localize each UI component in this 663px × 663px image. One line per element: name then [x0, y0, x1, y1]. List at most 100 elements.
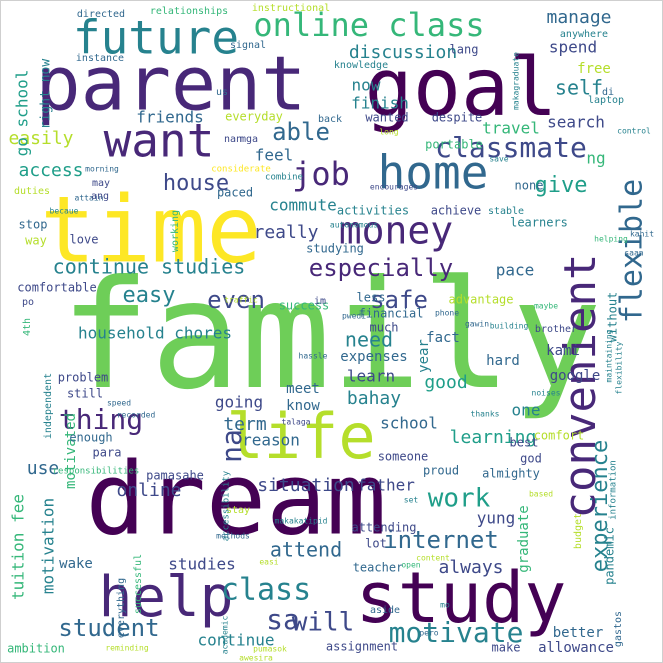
word-relationships: relationships — [150, 6, 228, 17]
word-class: class — [221, 573, 311, 608]
word-spend: spend — [549, 38, 597, 57]
word-based: based — [529, 490, 553, 499]
word-self: self — [555, 76, 603, 100]
word-someone: someone — [378, 450, 429, 464]
word-internet: internet — [383, 526, 499, 554]
word-stable: stable — [488, 206, 524, 217]
word-saan: saan — [624, 249, 643, 258]
word-graduate: graduate — [516, 505, 532, 572]
word-methods: methods — [216, 532, 250, 541]
word-even: even — [207, 286, 265, 314]
word-stay: stay — [226, 505, 250, 516]
word-free: free — [577, 61, 611, 77]
word-now: now — [352, 76, 381, 95]
word-bahay: bahay — [347, 388, 401, 409]
word-long: long — [379, 128, 398, 137]
word-studying: studying — [306, 242, 364, 256]
word-pwedi: pwedi — [342, 312, 366, 321]
word-google: google — [550, 368, 601, 384]
word-wanted: wanted — [365, 111, 408, 125]
word-despite: despite — [432, 111, 483, 125]
word-know: know — [286, 398, 320, 414]
word-morning: morning — [85, 165, 119, 174]
word-good: good — [424, 372, 467, 393]
word-nan: nan — [224, 134, 242, 145]
word-none: none — [515, 179, 544, 193]
word-speed: speed — [107, 399, 131, 408]
word-term: term — [223, 414, 266, 435]
word-safe: safe — [370, 286, 428, 314]
word-easi: easi — [259, 558, 278, 567]
word-expenses: expenses — [340, 349, 407, 365]
word-autonomous: autonomous — [330, 221, 378, 230]
word-thing: thing — [59, 403, 143, 436]
word-gastos: gastos — [613, 611, 624, 647]
word-academic: academic — [221, 616, 230, 655]
word-advantage: advantage — [448, 293, 513, 307]
word-laptop: laptop — [588, 95, 624, 106]
word-makakatipid: makakatipid — [275, 517, 328, 526]
word-pace: pace — [496, 261, 535, 280]
word-pero: pero — [419, 629, 438, 638]
word-school: school — [380, 414, 438, 433]
word-considerate: considerate — [211, 165, 271, 175]
word-portable: portable — [425, 138, 483, 152]
word-home: home — [378, 146, 489, 200]
word-flexible: flexible — [615, 179, 650, 324]
word-anywhere: anywhere — [560, 29, 608, 40]
word-information: information — [609, 460, 619, 520]
word-access: access — [18, 160, 83, 181]
word-becaue: becaue — [50, 207, 79, 216]
word-budget: budget — [573, 513, 584, 549]
word-us: us — [216, 87, 228, 98]
word-financial: financial — [358, 307, 423, 321]
word-want: want — [104, 114, 215, 168]
word-attain: attain — [75, 194, 104, 203]
word-motivated: motivated — [63, 413, 79, 489]
word-im: im — [314, 296, 326, 307]
word-continue: continue — [197, 631, 274, 650]
word-household-chores: household chores — [78, 324, 232, 343]
word-manage: manage — [546, 7, 611, 28]
word-learners: learners — [510, 216, 568, 230]
word-knowledge: knowledge — [334, 60, 388, 71]
word-instructional: instructional — [252, 3, 330, 14]
word-tuition-fee: tuition fee — [9, 494, 28, 600]
word-pumasok: pumasok — [253, 645, 287, 654]
word-use: use — [27, 458, 60, 479]
word-ng: ng — [586, 149, 605, 168]
word-flexibility: flexibility — [615, 341, 624, 394]
word-kahit: kahit — [630, 230, 654, 239]
word-really: really — [253, 222, 318, 243]
word-online: online — [116, 480, 181, 501]
word-almighty: almighty — [482, 467, 540, 481]
word-talaga: talaga — [282, 418, 311, 427]
word-time: time — [40, 176, 262, 283]
word-traffic: traffic — [224, 296, 258, 305]
word-mga: mga — [240, 134, 258, 145]
word-learn: learn — [347, 367, 395, 386]
word-kami: kami — [546, 343, 580, 359]
word-need: need — [345, 328, 393, 352]
word-comfort: comfort — [534, 429, 585, 443]
word-money: money — [339, 209, 453, 253]
word-sa: sa — [266, 603, 300, 636]
word-motivate: motivate — [389, 616, 524, 649]
word-enough: enough — [69, 431, 112, 445]
word-dream: dream — [85, 440, 386, 557]
word-para: para — [93, 446, 122, 460]
word-po: po — [22, 297, 34, 308]
word-job: job — [292, 155, 350, 193]
word-thanks: thanks — [471, 410, 500, 419]
word-mo: mo — [440, 601, 450, 610]
word-duties: duties — [14, 186, 50, 197]
word-accessibility: accessibility — [222, 470, 232, 541]
word-learning: learning — [450, 427, 537, 448]
word-successful: successful — [133, 554, 144, 614]
word-work: work — [428, 484, 491, 514]
word-less: less — [357, 291, 386, 305]
word-convenient: convenient — [555, 254, 606, 519]
word-independent: independent — [43, 373, 54, 439]
word-attend: attend — [270, 538, 342, 562]
